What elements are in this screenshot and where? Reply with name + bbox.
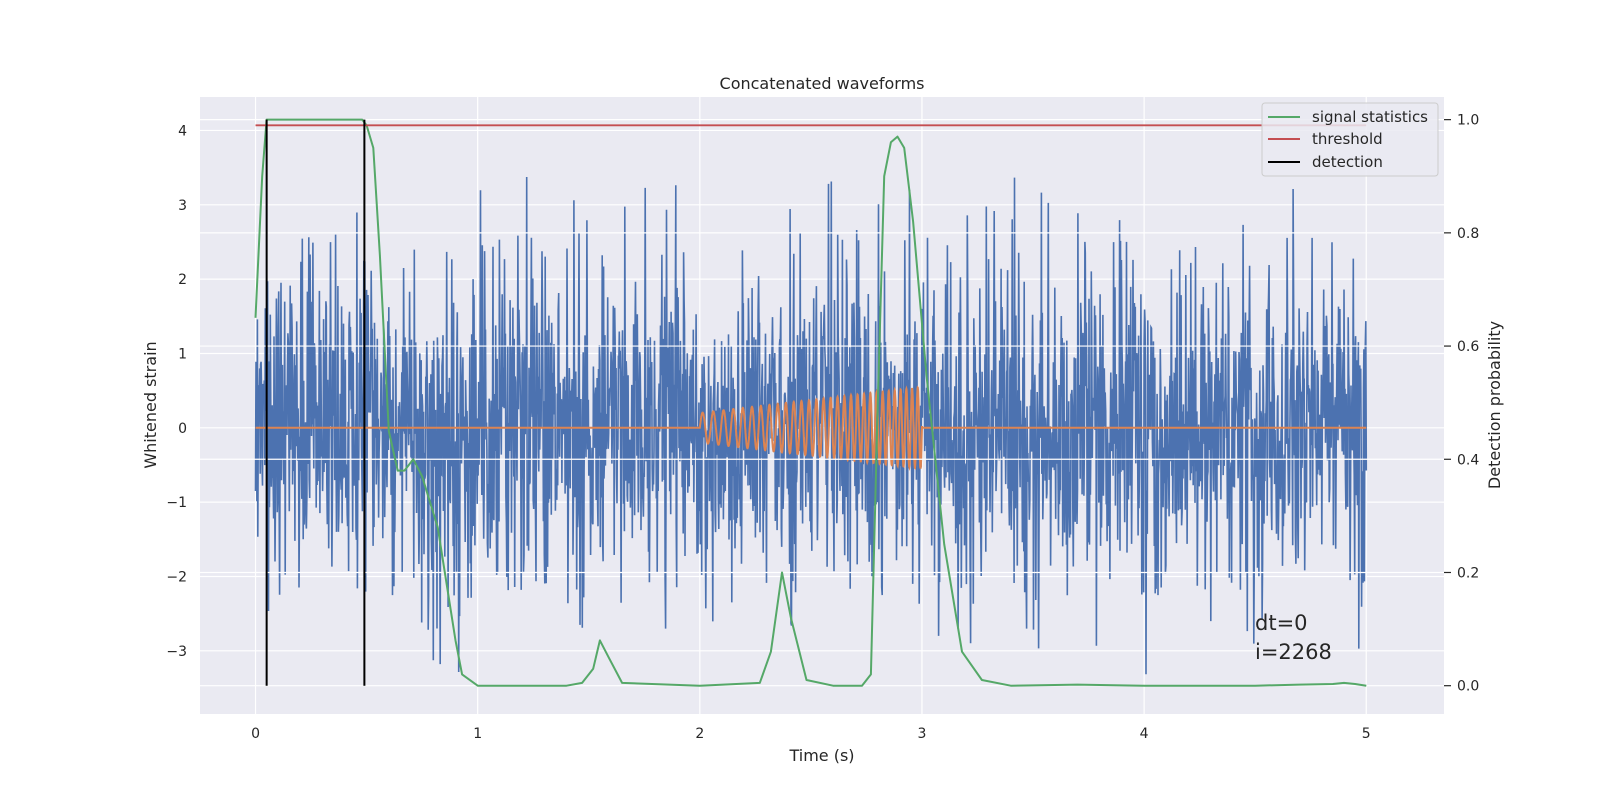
stats-layer (254, 118, 1367, 687)
x-tick-label: 4 (1140, 726, 1149, 742)
chart-title: Concatenated waveforms (720, 74, 925, 93)
template-layer (255, 385, 1367, 472)
signal-statistics-line (254, 118, 1367, 687)
right-grid (200, 119, 1444, 687)
x-tick-label: 2 (695, 726, 704, 742)
strain-layer (254, 176, 1368, 675)
annotation-dt: dt=0 (1255, 611, 1308, 635)
x-tick-label: 3 (918, 726, 927, 742)
y-tick-label: 1 (178, 346, 187, 362)
y2-tick-label: 0.6 (1457, 339, 1479, 355)
y2-axis-label: Detection probability (1485, 321, 1504, 489)
template-series-line (255, 385, 1367, 472)
x-tick-label: 5 (1362, 726, 1371, 742)
axes-layer: 0 1 2 3 4 5 −3 −2 −1 0 1 2 3 4 0.0 0.2 0.4 0.6 0.8 1.0 (166, 113, 1479, 742)
x-tick-label: 1 (473, 726, 482, 742)
legend-label-signal-statistics: signal statistics (1312, 108, 1428, 126)
y2-tick-label: 0.8 (1457, 226, 1479, 242)
y2-tick-label: 0.4 (1457, 452, 1479, 468)
y-tick-label: −3 (166, 644, 187, 660)
y2-tick-label: 0.2 (1457, 565, 1479, 581)
legend-label-threshold: threshold (1312, 130, 1383, 148)
y-tick-label: 3 (178, 198, 187, 214)
y-axis-label: Whitened strain (141, 341, 160, 468)
legend-box (1261, 102, 1439, 177)
y-tick-label: −1 (166, 495, 187, 511)
y2-tick-label: 1.0 (1457, 113, 1479, 129)
x-axis-label: Time (s) (788, 746, 854, 765)
y2-tick-label: 0.0 (1457, 679, 1479, 695)
legend: signal statistics threshold detection (1261, 102, 1439, 177)
legend-label-detection: detection (1312, 153, 1383, 171)
y-tick-label: −2 (166, 569, 187, 585)
y-tick-label: 2 (178, 272, 187, 288)
y-tick-label: 4 (178, 123, 187, 139)
strain-series-line (254, 176, 1368, 675)
annotation-i: i=2268 (1255, 640, 1332, 664)
x-tick-label: 0 (251, 726, 260, 742)
y-tick-label: 0 (178, 421, 187, 437)
